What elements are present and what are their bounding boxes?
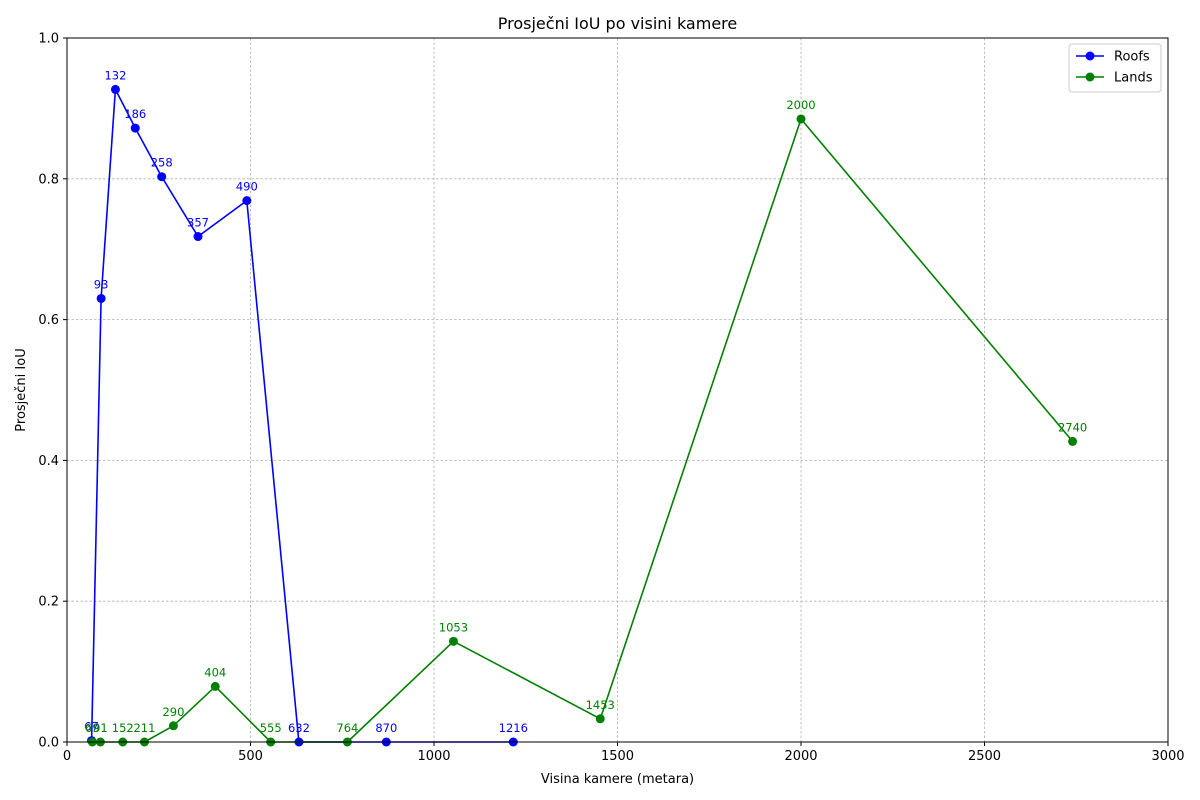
legend-item-lands: Lands (1076, 71, 1153, 86)
data-label: 67 (84, 720, 99, 734)
data-point (193, 232, 203, 242)
x-tick-label: 500 (238, 749, 263, 764)
data-label: 91 (93, 721, 108, 735)
data-label: 132 (104, 68, 126, 82)
x-tick-label: 2000 (784, 749, 817, 764)
legend-marker (1085, 51, 1095, 61)
y-tick-label: 0.6 (38, 313, 59, 328)
data-label: 1053 (439, 620, 468, 634)
y-tick-label: 0.8 (38, 172, 59, 187)
data-point (796, 114, 806, 124)
y-axis-title: Prosječni IoU (14, 348, 29, 431)
legend: Roofs Lands (1068, 43, 1162, 93)
y-tick-label: 0.0 (38, 736, 59, 751)
x-tick-label: 2500 (968, 749, 1001, 764)
x-tick-label: 0 (63, 749, 71, 764)
legend-item-roofs: Roofs (1076, 50, 1150, 65)
legend-label: Roofs (1114, 50, 1150, 65)
data-label: 632 (288, 721, 310, 735)
data-point (210, 681, 220, 691)
data-label: 69 (85, 721, 100, 735)
data-point (242, 196, 252, 206)
axis-ticks: 0 500 1000 1500 2000 2500 3000 0.0 0.2 0.4 0.6 0.8 1… (38, 32, 1184, 765)
data-point (130, 123, 140, 133)
legend-label: Lands (1114, 71, 1153, 86)
data-point (157, 172, 167, 182)
x-tick-label: 3000 (1151, 749, 1184, 764)
data-label: 186 (124, 107, 146, 121)
data-label: 555 (260, 721, 282, 735)
x-tick-label: 1500 (601, 749, 634, 764)
y-tick-label: 0.2 (38, 595, 59, 610)
x-tick-label: 1000 (417, 749, 450, 764)
data-point (168, 721, 178, 731)
data-label: 357 (187, 216, 209, 230)
data-label: 2000 (786, 98, 815, 112)
data-label: 764 (336, 721, 358, 735)
data-label: 2740 (1058, 420, 1087, 434)
data-label: 211 (133, 721, 155, 735)
data-label: 404 (204, 665, 226, 679)
data-point (448, 636, 458, 646)
data-label: 93 (94, 277, 109, 291)
data-point (595, 714, 605, 724)
data-label: 1453 (586, 698, 615, 712)
data-label: 152 (112, 721, 134, 735)
data-label: 258 (151, 156, 173, 170)
legend-marker (1085, 72, 1095, 82)
y-tick-label: 1.0 (38, 32, 59, 47)
chart-title: Prosječni IoU po visini kamere (498, 14, 737, 33)
data-label: 1216 (499, 721, 528, 735)
data-label: 490 (236, 180, 258, 194)
data-point (96, 293, 106, 303)
data-label: 870 (375, 721, 397, 735)
x-axis-title: Visina kamere (metara) (541, 772, 694, 787)
y-tick-label: 0.4 (38, 454, 59, 469)
data-point (110, 84, 120, 94)
data-label: 290 (162, 705, 184, 719)
data-point (1068, 436, 1078, 446)
